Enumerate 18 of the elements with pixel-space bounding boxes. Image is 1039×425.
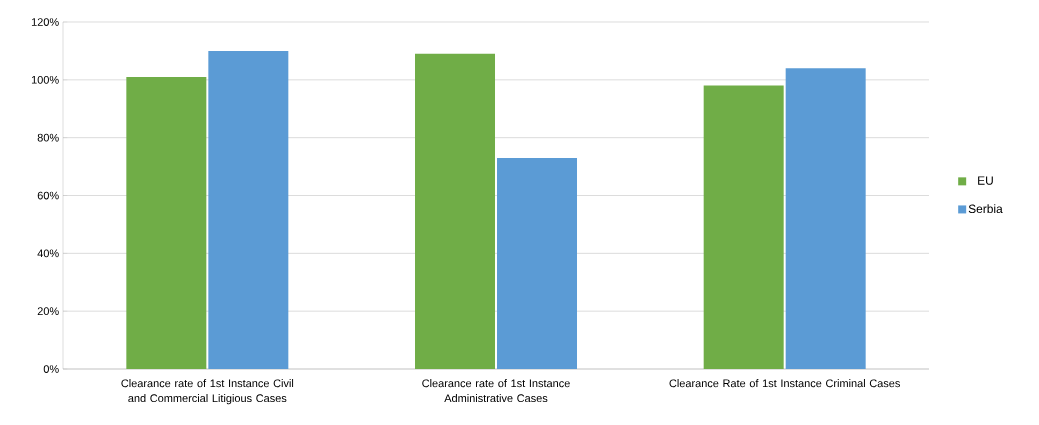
bar xyxy=(703,85,784,369)
bar xyxy=(497,157,577,369)
y-tick-label: 40% xyxy=(37,249,59,258)
y-tick-label: 20% xyxy=(37,307,59,316)
legend-label: Serbia xyxy=(968,204,1003,214)
x-tick-label: Clearance Rate of 1st Instance Criminal Cases xyxy=(669,379,900,388)
y-tick-label: 80% xyxy=(37,133,59,142)
bar xyxy=(785,68,866,369)
y-tick-label: 60% xyxy=(37,191,59,200)
bar xyxy=(126,76,207,369)
x-tick-label: Clearance rate of 1st Instance Civil and Commercial Litigious Cases xyxy=(121,379,294,405)
y-tick-label: 120% xyxy=(31,18,59,26)
x-tick-label: Clearance rate of 1st Instance Administrative Cases xyxy=(422,379,570,403)
bar xyxy=(415,53,496,369)
legend-label: EU xyxy=(978,176,993,185)
y-tick-label: 0% xyxy=(43,365,59,373)
y-tick-label: 100% xyxy=(31,75,59,84)
bar xyxy=(208,50,289,369)
